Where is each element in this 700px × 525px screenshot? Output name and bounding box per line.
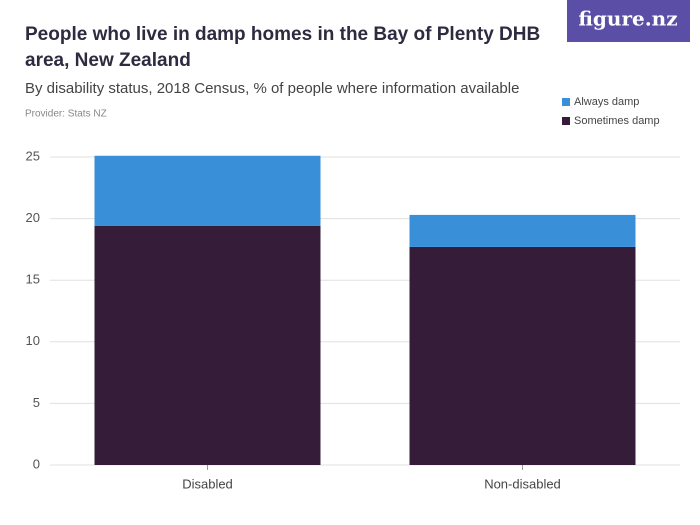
provider: Provider: Stats NZ bbox=[25, 109, 107, 120]
bar-segment bbox=[409, 214, 636, 247]
x-tick-label: Non-disabled bbox=[484, 476, 561, 491]
legend-label: Always damp bbox=[574, 96, 639, 108]
y-tick-label: 15 bbox=[26, 272, 40, 287]
legend-swatch bbox=[562, 98, 570, 106]
chart-title: People who live in damp homes in the Bay… bbox=[25, 24, 541, 71]
y-tick-label: 5 bbox=[33, 395, 40, 410]
bar-segment bbox=[94, 155, 321, 226]
y-tick-label: 0 bbox=[33, 456, 40, 471]
y-tick-label: 20 bbox=[26, 210, 40, 225]
bar-segment bbox=[94, 225, 321, 465]
logo-box bbox=[567, 0, 690, 42]
chart-subtitle: By disability status, 2018 Census, % of … bbox=[25, 80, 519, 97]
logo: figure.nz bbox=[578, 7, 677, 31]
legend-swatch bbox=[562, 117, 570, 125]
legend-label: Sometimes damp bbox=[574, 115, 660, 127]
title-box: People who live in damp homes in the Bay… bbox=[25, 24, 541, 71]
y-tick-label: 25 bbox=[26, 148, 40, 163]
bar-segment bbox=[409, 246, 636, 465]
y-tick-label: 10 bbox=[26, 333, 40, 348]
x-tick-label: Disabled bbox=[182, 476, 233, 491]
